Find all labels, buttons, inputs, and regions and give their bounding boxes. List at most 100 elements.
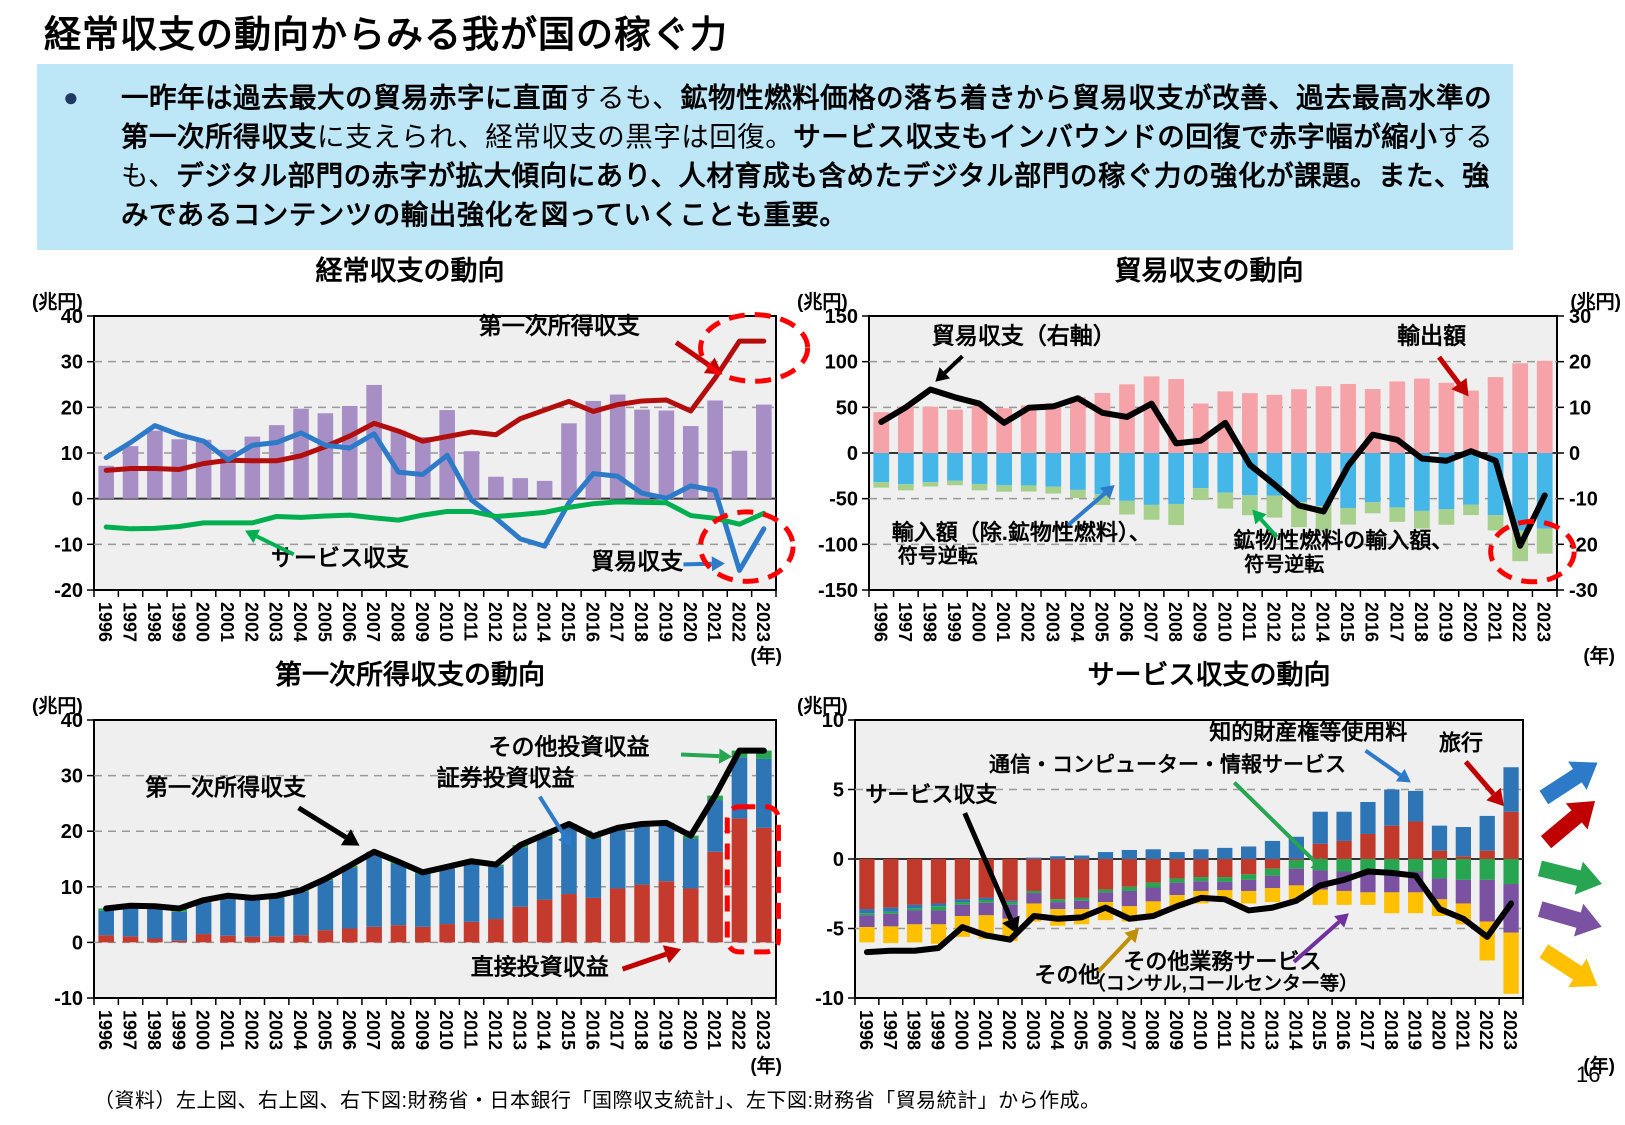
svg-text:2018: 2018 [1411,602,1431,642]
svg-text:知的財産権等使用料: 知的財産権等使用料 [1209,719,1407,744]
svg-text:20: 20 [1569,352,1591,374]
svg-text:(年): (年) [1583,1054,1615,1077]
svg-text:2015: 2015 [558,1010,578,1050]
svg-text:20: 20 [61,397,83,419]
svg-text:2019: 2019 [1435,602,1455,642]
svg-text:2012: 2012 [485,1010,505,1050]
chart-primary-income-canvas: -10 0 10 20 30 40 1996 1997 1998 1999 2000 2001 2002… [32,695,782,1077]
chart-title-current-account: 経常収支の動向 [315,256,505,286]
svg-text:2007: 2007 [1141,602,1161,642]
svg-text:2002: 2002 [241,1010,261,1050]
svg-text:2021: 2021 [704,1010,724,1050]
svg-text:30: 30 [61,352,83,374]
svg-text:0: 0 [72,489,83,511]
svg-text:2017: 2017 [1386,602,1406,642]
svg-text:5: 5 [833,780,844,802]
svg-text:2011: 2011 [1239,602,1259,641]
svg-text:1997: 1997 [895,602,915,642]
svg-text:30: 30 [1569,306,1591,328]
svg-text:2011: 2011 [1214,1010,1234,1049]
svg-text:2020: 2020 [680,1010,700,1050]
svg-text:(兆円): (兆円) [797,291,848,313]
svg-text:2018: 2018 [1381,1010,1401,1050]
chart-trade-balance: 貿易収支の動向 -150 -30 -100 -20 -50 -10 0 0 50 10 100 20 1… [795,256,1623,668]
svg-text:100: 100 [825,352,858,374]
svg-text:2021: 2021 [704,602,724,642]
svg-text:2004: 2004 [1047,1010,1067,1050]
svg-text:2001: 2001 [993,602,1013,642]
svg-text:2012: 2012 [1238,1010,1258,1050]
svg-text:40: 40 [61,710,83,732]
chart-services-balance: サービス収支の動向 -10 -5 0 5 10 1996 1997 1998 1999 2000 2… [795,660,1623,1078]
svg-text:2016: 2016 [1362,602,1382,642]
svg-text:2022: 2022 [728,1010,748,1050]
svg-text:2009: 2009 [1166,1010,1186,1050]
svg-text:2007: 2007 [1118,1010,1138,1050]
svg-text:輸入額（除.鉱物性燃料）、: 輸入額（除.鉱物性燃料）、 [892,520,1151,545]
svg-text:2023: 2023 [753,1010,773,1050]
svg-text:1999: 1999 [944,602,964,642]
svg-text:1998: 1998 [144,602,164,642]
svg-text:2005: 2005 [1091,602,1111,642]
svg-text:1999: 1999 [928,1010,948,1050]
svg-text:2011: 2011 [461,602,481,641]
svg-text:20: 20 [61,821,83,843]
svg-text:2003: 2003 [1042,602,1062,642]
svg-text:2017: 2017 [1357,1010,1377,1050]
svg-text:2013: 2013 [509,1010,529,1050]
svg-text:2007: 2007 [363,602,383,642]
svg-text:その他業務サービス: その他業務サービス [1123,949,1321,974]
svg-text:2005: 2005 [1071,1010,1091,1050]
svg-text:-50: -50 [829,489,858,511]
svg-text:40: 40 [61,306,83,328]
svg-text:2020: 2020 [1429,1010,1449,1050]
svg-text:その他投資収益: その他投資収益 [488,733,649,759]
svg-text:符号逆転: 符号逆転 [1244,552,1324,576]
svg-text:2003: 2003 [266,602,286,642]
svg-text:(兆円): (兆円) [1570,291,1621,313]
svg-text:0: 0 [72,932,83,954]
svg-text:2016: 2016 [1333,1010,1353,1050]
svg-text:-5: -5 [826,919,844,941]
svg-text:2006: 2006 [339,1010,359,1050]
svg-text:2009: 2009 [1190,602,1210,642]
svg-text:貿易収支: 貿易収支 [591,548,684,574]
svg-text:2007: 2007 [363,1010,383,1050]
chart-current-account: 経常収支の動向 -20 -10 0 10 20 30 40 1996 1997 1998 1999 2… [30,256,811,668]
svg-text:10: 10 [822,710,844,732]
svg-text:2006: 2006 [339,602,359,642]
svg-text:1996: 1996 [95,1010,115,1050]
svg-text:輸出額: 輸出額 [1397,322,1466,348]
svg-text:2008: 2008 [1142,1010,1162,1050]
svg-text:(年): (年) [750,1054,782,1077]
svg-text:10: 10 [61,443,83,465]
svg-text:2017: 2017 [607,1010,627,1050]
svg-text:証券投資収益: 証券投資収益 [437,765,575,791]
svg-text:第一次所得収支: 第一次所得収支 [479,312,641,338]
svg-text:30: 30 [61,766,83,788]
svg-text:2012: 2012 [485,602,505,642]
svg-text:(兆円): (兆円) [797,695,848,717]
svg-text:1998: 1998 [919,602,939,642]
svg-text:2010: 2010 [1190,1010,1210,1050]
svg-text:2009: 2009 [412,602,432,642]
svg-text:-20: -20 [54,580,83,602]
svg-text:2020: 2020 [680,602,700,642]
svg-text:2013: 2013 [1288,602,1308,642]
svg-text:2023: 2023 [1534,602,1554,642]
svg-text:2017: 2017 [607,602,627,642]
svg-text:鉱物性燃料の輸入額、: 鉱物性燃料の輸入額、 [1233,528,1453,553]
svg-text:-10: -10 [1569,489,1598,511]
svg-text:-10: -10 [54,988,83,1010]
chart-title-services-balance: サービス収支の動向 [1087,660,1331,690]
svg-text:2001: 2001 [975,1010,995,1050]
svg-text:2010: 2010 [1214,602,1234,642]
svg-text:1996: 1996 [856,1010,876,1050]
svg-text:2018: 2018 [631,602,651,642]
svg-text:旅行: 旅行 [1439,731,1483,756]
page-number: 16 [1576,1062,1601,1087]
svg-text:-20: -20 [1569,534,1598,556]
svg-text:2021: 2021 [1485,602,1505,642]
